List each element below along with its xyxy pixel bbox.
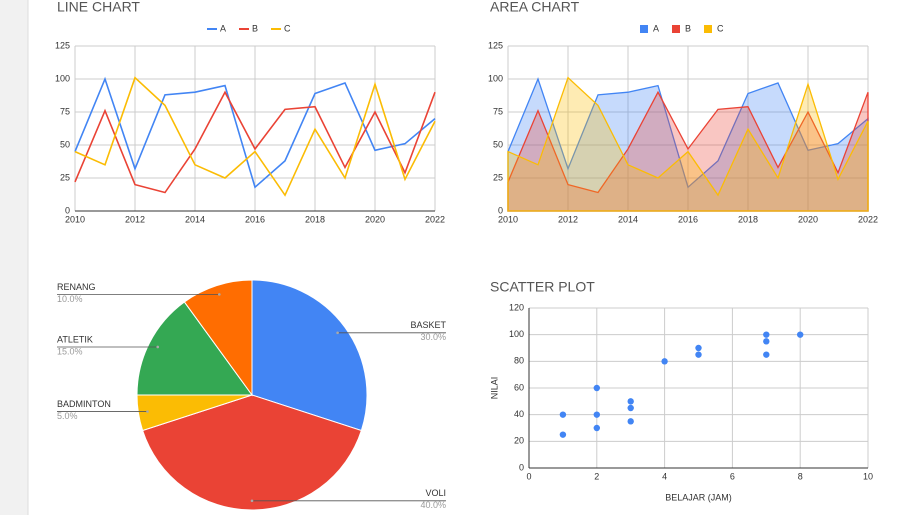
scatter-point [763, 338, 770, 345]
y-tick-label: 60 [514, 382, 524, 392]
legend-label: A [220, 23, 226, 33]
x-tick-label: 2012 [558, 214, 578, 224]
leader-dot [146, 410, 149, 413]
y-tick-label: 120 [509, 302, 524, 312]
x-tick-label: 4 [662, 471, 667, 481]
scatter-point [763, 331, 770, 338]
legend-label: C [717, 23, 724, 33]
scatter-point [627, 418, 634, 425]
y-tick-label: 0 [498, 205, 503, 215]
chart-title: LINE CHART [57, 0, 140, 15]
y-tick-label: 80 [514, 356, 524, 366]
x-tick-label: 0 [526, 471, 531, 481]
scatter-point [559, 411, 567, 418]
pie-value-label: 5.0% [57, 411, 78, 421]
scatter-point [593, 384, 600, 392]
y-tick-label: 25 [493, 172, 503, 182]
area [507, 76, 869, 212]
pie-slice [136, 301, 253, 396]
y-tick-label: 100 [55, 73, 70, 83]
y-tick-label: 100 [488, 73, 503, 83]
x-tick-label: 2018 [305, 214, 325, 224]
y-tick-label: 75 [493, 106, 503, 116]
y-tick-label: 125 [488, 40, 503, 50]
scatter-point [593, 411, 600, 418]
scatter-point [627, 398, 634, 405]
y-tick-label: 20 [514, 436, 524, 446]
pie-value-label: 30.0% [420, 332, 446, 342]
y-tick-label: 0 [65, 205, 70, 215]
scatter-point [695, 351, 702, 358]
x-tick-label: 2022 [425, 214, 445, 224]
legend-label: B [685, 23, 691, 33]
line [74, 90, 436, 194]
leader-dot [218, 293, 221, 296]
x-tick-label: 2012 [125, 214, 145, 224]
y-axis-label: NILAI [489, 377, 499, 400]
chart-title: SCATTER PLOT [490, 279, 595, 295]
leader-dot [156, 345, 160, 349]
scatter-point [593, 424, 600, 432]
leader-dot [336, 331, 339, 335]
legend-swatch [704, 25, 712, 33]
pie-label: VOLI [425, 488, 446, 498]
x-tick-label: 2020 [798, 214, 818, 224]
legend-swatch [640, 25, 648, 33]
side-strip [0, 0, 28, 515]
x-tick-label: 2010 [65, 214, 85, 224]
pie-label: RENANG [57, 282, 96, 292]
x-tick-label: 2014 [185, 214, 205, 224]
pie-slice [141, 394, 363, 511]
scatter-point [661, 358, 668, 365]
x-tick-label: 2016 [245, 214, 265, 224]
pie-value-label: 40.0% [420, 500, 446, 510]
legend-swatch [672, 25, 680, 33]
pie-label: BASKET [410, 320, 446, 330]
legend-label: C [284, 23, 291, 33]
scatter-point [763, 351, 770, 358]
x-tick-label: 2020 [365, 214, 385, 224]
pie-value-label: 15.0% [57, 346, 83, 356]
legend-label: A [653, 23, 659, 33]
x-tick-label: 2016 [678, 214, 698, 224]
pie-value-label: 10.0% [57, 294, 83, 304]
y-tick-label: 100 [509, 329, 524, 339]
x-tick-label: 8 [798, 471, 803, 481]
pie-slice [183, 279, 253, 397]
scatter-point [559, 431, 567, 438]
y-tick-label: 0 [519, 462, 524, 472]
scatter-point [695, 344, 702, 352]
x-tick-label: 10 [863, 471, 873, 481]
pie-label: BADMINTON [57, 399, 111, 409]
scatter-point [797, 331, 804, 338]
legend-label: B [252, 23, 258, 33]
pie-label: ATLETIK [57, 334, 93, 344]
x-axis-label: BELAJAR (JAM) [665, 492, 732, 502]
line [74, 76, 436, 197]
leader-dot [250, 499, 254, 503]
y-tick-label: 50 [60, 139, 70, 149]
x-tick-label: 2014 [618, 214, 638, 224]
chart-title: AREA CHART [490, 0, 580, 15]
x-tick-label: 2018 [738, 214, 758, 224]
pie-slice [251, 279, 368, 432]
x-tick-label: 2022 [858, 214, 878, 224]
x-tick-label: 2 [594, 471, 599, 481]
y-tick-label: 50 [493, 139, 503, 149]
line [74, 76, 436, 189]
scatter-point [627, 404, 634, 412]
x-tick-label: 2010 [498, 214, 518, 224]
y-tick-label: 125 [55, 40, 70, 50]
y-tick-label: 25 [60, 172, 70, 182]
y-tick-label: 40 [514, 409, 524, 419]
y-tick-label: 75 [60, 106, 70, 116]
x-tick-label: 6 [730, 471, 735, 481]
